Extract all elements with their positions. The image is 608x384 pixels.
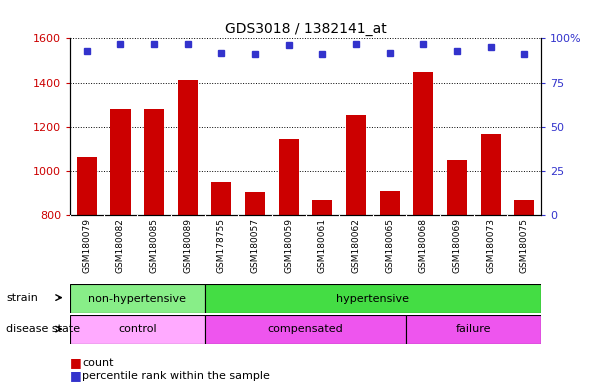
Text: ■: ■ [70,356,81,369]
Bar [77,157,97,215]
Bar [379,191,399,215]
Text: GSM180085: GSM180085 [150,218,159,273]
Bar [407,315,541,344]
Bar [70,284,204,313]
Bar [144,109,164,215]
Bar [413,71,434,215]
Text: GSM180062: GSM180062 [351,218,361,273]
Text: GSM180079: GSM180079 [82,218,91,273]
Text: GSM180075: GSM180075 [520,218,529,273]
Bar [447,160,467,215]
Text: disease state: disease state [6,324,80,334]
Text: hypertensive: hypertensive [336,293,409,304]
Text: ■: ■ [70,369,81,382]
Text: GSM180059: GSM180059 [284,218,293,273]
Bar [313,200,333,215]
Bar [211,182,232,215]
Text: count: count [82,358,114,368]
Bar [204,284,541,313]
Text: GSM180065: GSM180065 [385,218,394,273]
Bar [204,315,407,344]
Bar [278,139,299,215]
Bar [178,80,198,215]
Text: GSM180073: GSM180073 [486,218,495,273]
Text: strain: strain [6,293,38,303]
Text: GSM180057: GSM180057 [250,218,260,273]
Bar [110,109,131,215]
Title: GDS3018 / 1382141_at: GDS3018 / 1382141_at [224,22,387,36]
Text: failure: failure [456,324,491,334]
Bar [245,192,265,215]
Bar [514,200,534,215]
Text: GSM180069: GSM180069 [452,218,461,273]
Text: GSM180061: GSM180061 [318,218,327,273]
Bar [480,134,501,215]
Text: GSM180089: GSM180089 [183,218,192,273]
Text: GSM180068: GSM180068 [419,218,428,273]
Text: GSM180082: GSM180082 [116,218,125,273]
Text: percentile rank within the sample: percentile rank within the sample [82,371,270,381]
Text: GSM178755: GSM178755 [217,218,226,273]
Bar [70,315,204,344]
Text: non-hypertensive: non-hypertensive [88,293,186,304]
Bar [346,114,366,215]
Text: control: control [118,324,156,334]
Text: compensated: compensated [268,324,344,334]
